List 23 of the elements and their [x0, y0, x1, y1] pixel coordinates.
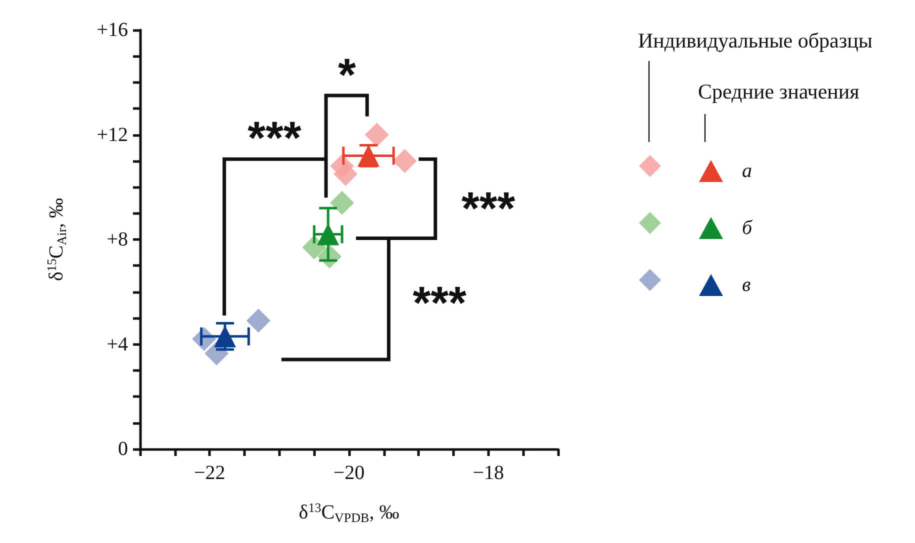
y-tick-label: +4 — [106, 333, 128, 356]
annotation: * — [338, 48, 356, 101]
annotation: *** — [461, 182, 516, 234]
legend-label: б — [742, 217, 753, 239]
point — [330, 154, 354, 178]
point — [392, 148, 417, 173]
legend-title: Индивидуальные образцы — [638, 28, 873, 52]
y-tick-label: +12 — [96, 124, 128, 146]
point — [364, 122, 389, 147]
y-tick-label: 0 — [118, 438, 128, 460]
y-axis-title: δ15CAir, ‰ — [44, 198, 69, 282]
point — [246, 308, 270, 333]
x-tick-label: −18 — [472, 462, 504, 484]
y-tick-label: +8 — [106, 228, 128, 250]
legend-label: в — [742, 274, 751, 296]
y-tick-label: +16 — [96, 19, 128, 41]
legend-label: а — [742, 160, 752, 182]
x-tick-label: −20 — [333, 462, 365, 484]
text: Средние значения — [698, 80, 860, 104]
annotation: *** — [248, 111, 302, 164]
annotation: *** — [412, 276, 467, 328]
point — [330, 190, 354, 215]
x-tick-label: −22 — [194, 462, 226, 484]
